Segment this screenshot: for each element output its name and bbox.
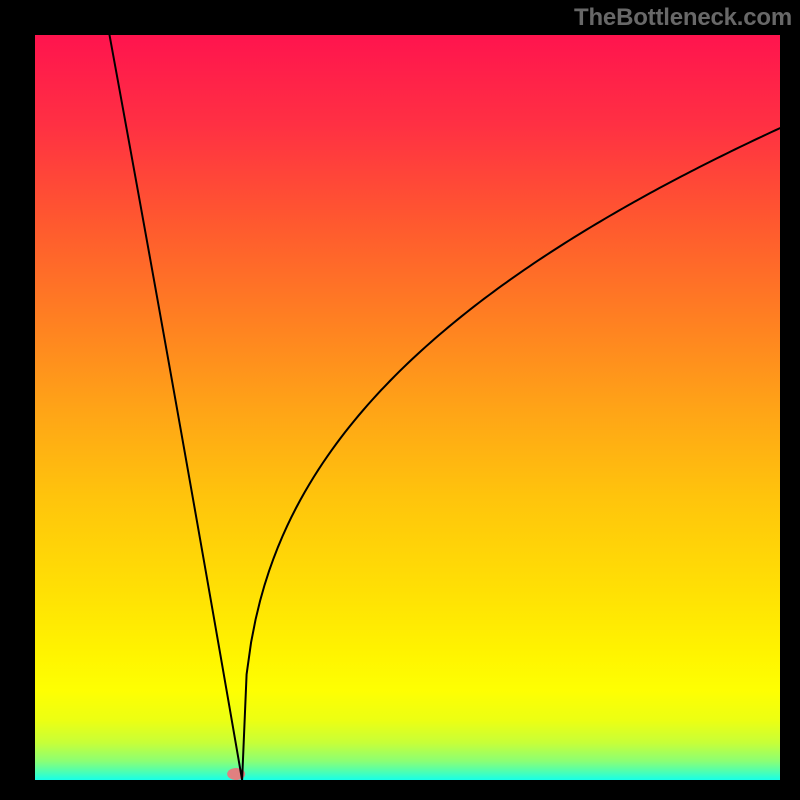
gradient-background xyxy=(35,35,780,780)
frame-left xyxy=(0,0,35,800)
chart-svg xyxy=(35,35,780,780)
plot-area xyxy=(35,35,780,780)
watermark-text: TheBottleneck.com xyxy=(574,4,792,32)
frame-bottom xyxy=(0,780,800,800)
frame-right xyxy=(780,0,800,800)
